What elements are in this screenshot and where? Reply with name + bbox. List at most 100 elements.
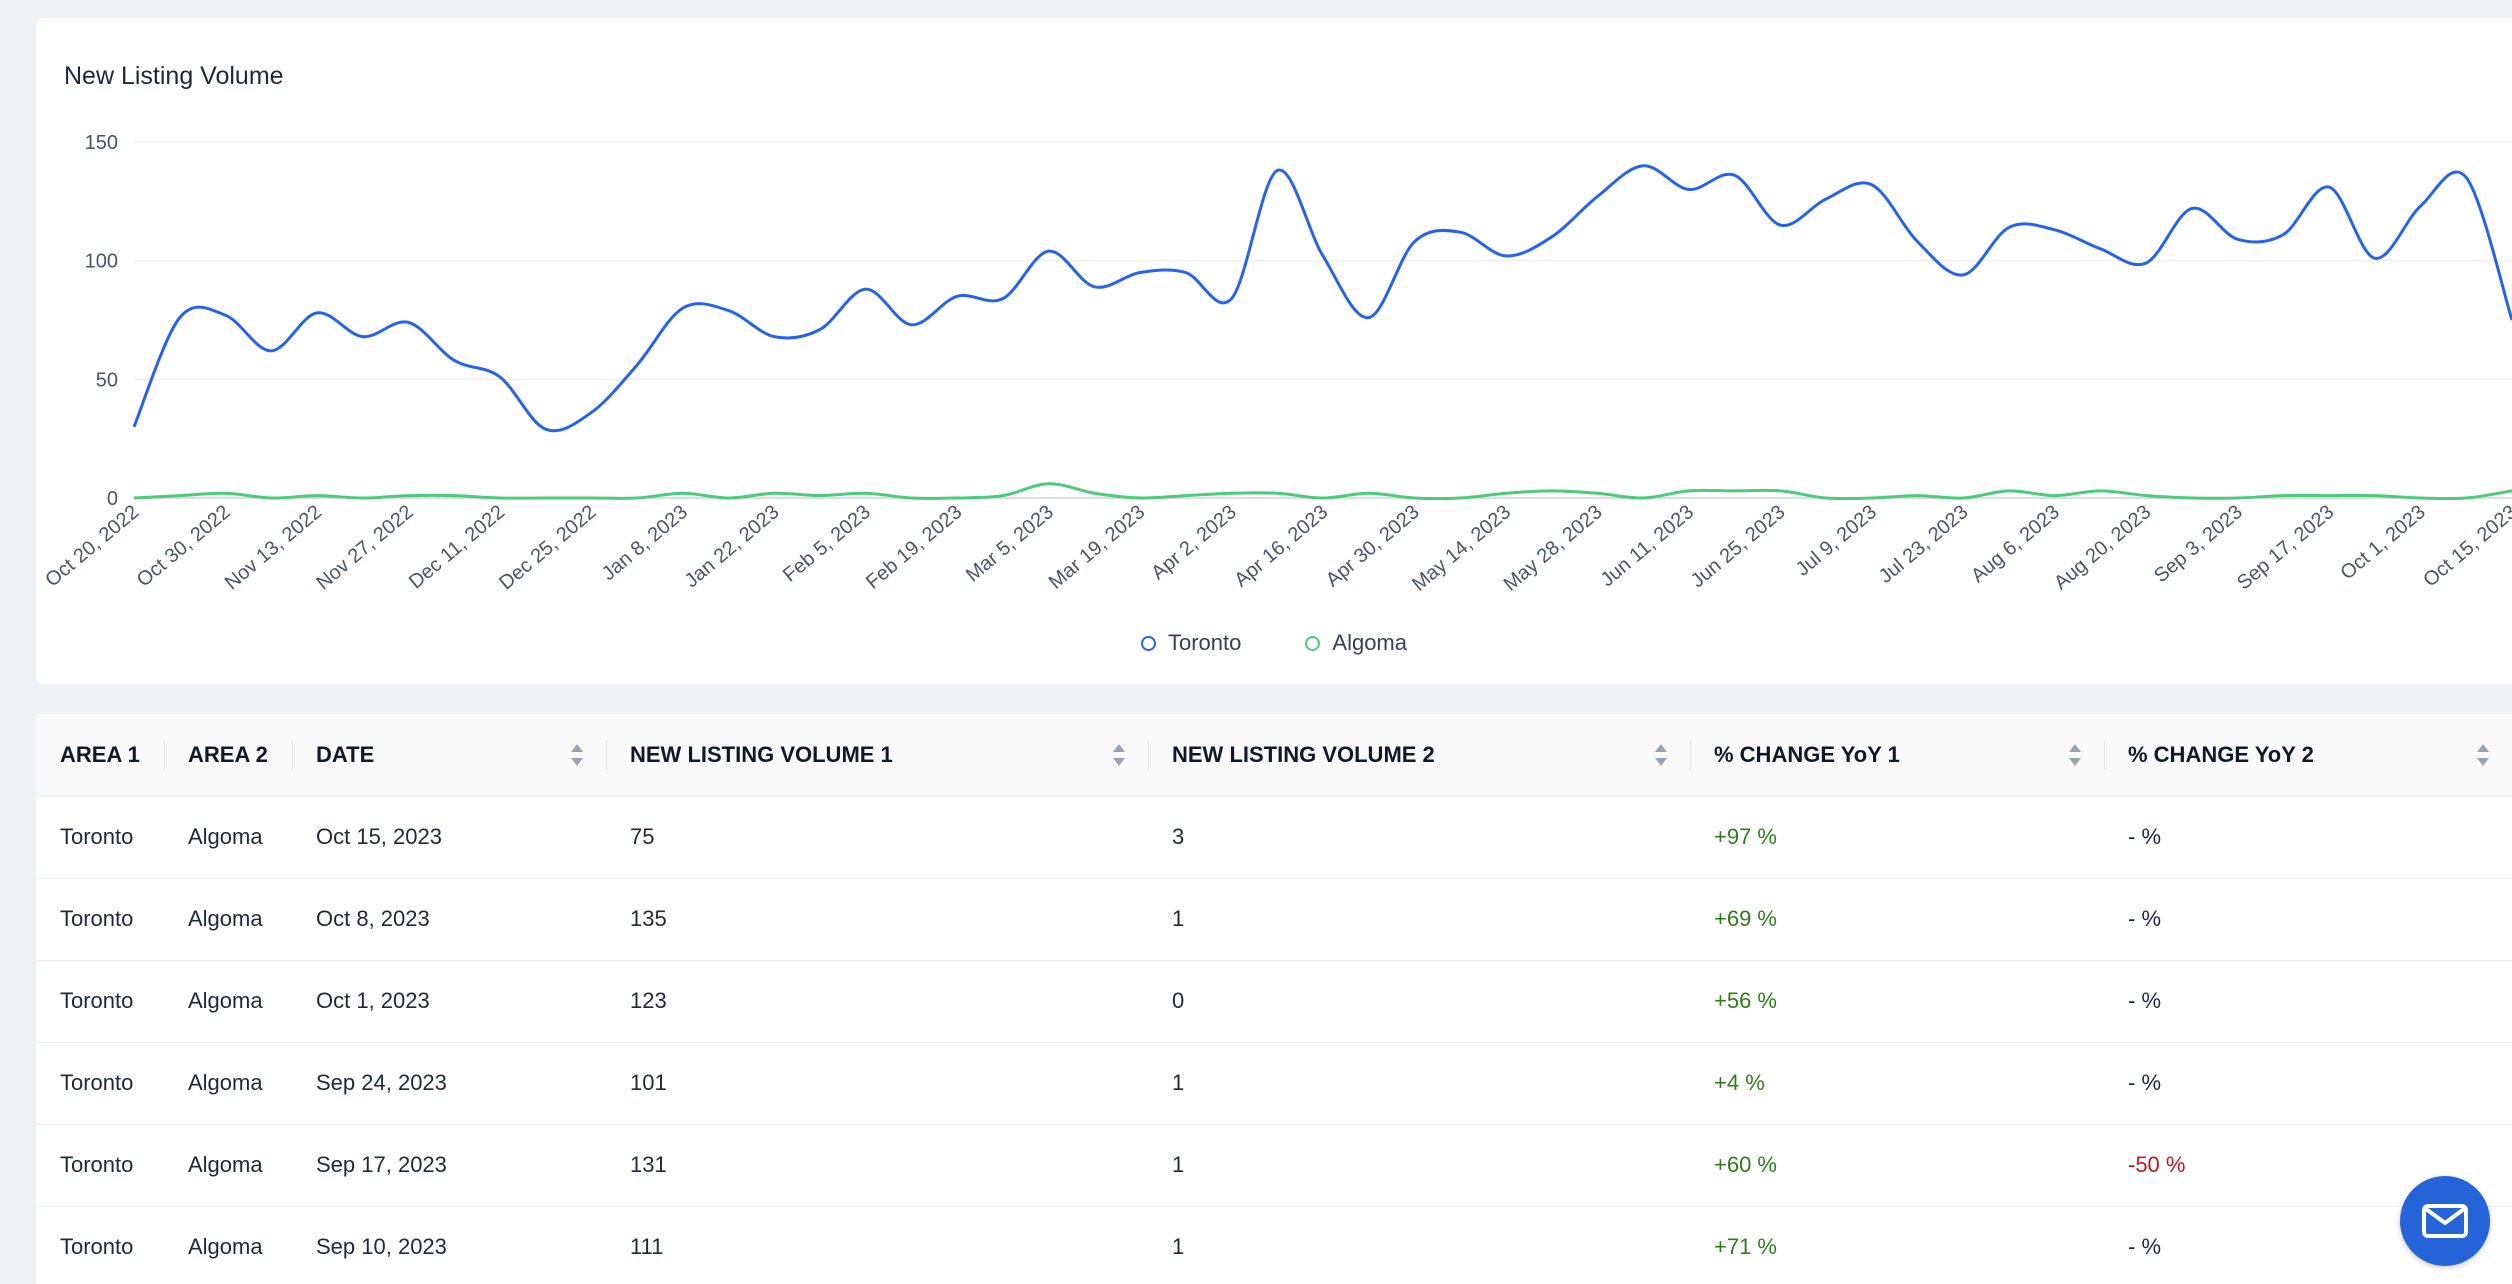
x-tick-label: Sep 17, 2023 [2233,501,2338,594]
x-tick-label: Sep 3, 2023 [2150,501,2247,587]
x-tick-label: Nov 13, 2022 [221,501,326,594]
x-tick-label: Oct 1, 2023 [2336,501,2429,584]
column-header-date[interactable]: DATE [292,714,606,797]
y-tick-label: 50 [96,369,118,391]
column-header-new-listing-volume-2[interactable]: NEW LISTING VOLUME 2 [1148,714,1690,797]
x-tick-label: Aug 20, 2023 [2050,501,2155,594]
cell-change-yoy-2: - % [2104,796,2512,879]
cell-change-yoy-2: - % [2104,960,2512,1043]
y-tick-label: 100 [85,251,118,273]
chart-card: New Listing Volume 0 50 100 150 Oct 20, 2022… [36,18,2512,684]
cell-change-yoy-1: +4 % [1690,1042,2104,1125]
cell-area-1: Toronto [36,1042,164,1125]
cell-new-listing-volume-1: 75 [606,796,1148,879]
x-tick-label: Mar 19, 2023 [1045,501,1149,594]
x-tick-label: Nov 27, 2022 [312,501,417,594]
column-header-area-2: AREA 2 [164,714,292,797]
cell-date: Oct 1, 2023 [292,960,606,1043]
sort-icon[interactable] [1655,744,1667,766]
legend-marker-icon [1141,635,1156,651]
cell-area-1: Toronto [36,1206,164,1284]
x-tick-label: Feb 5, 2023 [779,501,875,586]
x-tick-label: Jul 23, 2023 [1875,501,1973,588]
y-tick-label: 150 [85,132,118,154]
chart-title: New Listing Volume [64,62,284,90]
sort-icon[interactable] [571,744,583,766]
series-line-toronto[interactable] [132,164,2512,433]
series-line-algoma[interactable] [133,482,2512,501]
cell-area-2: Algoma [164,1042,292,1125]
x-tick-label: Mar 5, 2023 [962,501,1058,586]
column-header-change-yoy-1[interactable]: % CHANGE YoY 1 [1690,714,2104,797]
column-header-new-listing-volume-1[interactable]: NEW LISTING VOLUME 1 [606,714,1148,797]
x-tick-label: Jun 25, 2023 [1687,501,1790,592]
x-tick-label: Apr 16, 2023 [1230,501,1332,591]
x-tick-label: Jun 11, 2023 [1596,501,1698,591]
x-tick-label: Oct 30, 2022 [133,501,235,591]
cell-area-2: Algoma [164,796,292,879]
table-row: Toronto Algoma Oct 1, 2023 123 0 +56 % -… [36,960,2512,1043]
cell-date: Sep 24, 2023 [292,1042,606,1125]
chart-legend: Toronto Algoma [36,630,2512,656]
sort-icon[interactable] [1113,744,1125,766]
x-tick-label: Jan 22, 2023 [681,501,784,592]
x-tick-label: Jul 9, 2023 [1792,501,1881,581]
cell-date: Oct 15, 2023 [292,796,606,879]
cell-change-yoy-2: - % [2104,1042,2512,1125]
cell-area-1: Toronto [36,878,164,961]
x-tick-label: Oct 20, 2022 [41,501,143,591]
mail-icon [2422,1204,2468,1238]
legend-label: Toronto [1168,630,1242,655]
x-tick-label: May 28, 2023 [1500,501,1607,596]
cell-new-listing-volume-2: 1 [1148,1124,1690,1207]
x-tick-label: Oct 15, 2023 [2419,501,2512,591]
cell-area-1: Toronto [36,796,164,879]
cell-new-listing-volume-1: 111 [606,1206,1148,1284]
table-row: Toronto Algoma Oct 15, 2023 75 3 +97 % -… [36,796,2512,879]
legend-label: Algoma [1332,630,1407,655]
column-header-area-1: AREA 1 [36,714,164,797]
table-row: Toronto Algoma Sep 24, 2023 101 1 +4 % -… [36,1042,2512,1125]
x-tick-label: Feb 19, 2023 [862,501,966,594]
cell-new-listing-volume-2: 3 [1148,796,1690,879]
chat-button[interactable] [2400,1176,2490,1266]
cell-date: Sep 17, 2023 [292,1124,606,1207]
x-tick-label: Jan 8, 2023 [598,501,692,585]
cell-change-yoy-2: - % [2104,878,2512,961]
x-tick-label: Dec 25, 2022 [495,501,600,594]
data-table: AREA 1 AREA 2 DATE NEW LISTING VOLUME 1 … [36,714,2512,1284]
cell-area-1: Toronto [36,1124,164,1207]
data-table-card: AREA 1 AREA 2 DATE NEW LISTING VOLUME 1 … [36,714,2512,1284]
cell-new-listing-volume-2: 1 [1148,1042,1690,1125]
cell-change-yoy-1: +56 % [1690,960,2104,1043]
cell-new-listing-volume-1: 135 [606,878,1148,961]
cell-new-listing-volume-2: 1 [1148,878,1690,961]
cell-new-listing-volume-1: 123 [606,960,1148,1043]
cell-area-2: Algoma [164,878,292,961]
cell-area-2: Algoma [164,1124,292,1207]
legend-item-algoma[interactable]: Algoma [1305,630,1407,656]
y-tick-label: 0 [107,488,118,510]
cell-area-2: Algoma [164,1206,292,1284]
table-row: Toronto Algoma Sep 17, 2023 131 1 +60 % … [36,1124,2512,1207]
table-row: Toronto Algoma Oct 8, 2023 135 1 +69 % -… [36,878,2512,961]
legend-item-toronto[interactable]: Toronto [1141,630,1241,656]
table-header-row: AREA 1 AREA 2 DATE NEW LISTING VOLUME 1 … [36,714,2512,797]
x-tick-label: Dec 11, 2022 [405,501,509,593]
table-row: Toronto Algoma Sep 10, 2023 111 1 +71 % … [36,1206,2512,1284]
cell-change-yoy-1: +97 % [1690,796,2104,879]
sort-icon[interactable] [2069,744,2081,766]
cell-new-listing-volume-1: 101 [606,1042,1148,1125]
cell-change-yoy-1: +69 % [1690,878,2104,961]
x-tick-label: May 14, 2023 [1408,501,1515,596]
cell-date: Oct 8, 2023 [292,878,606,961]
cell-date: Sep 10, 2023 [292,1206,606,1284]
column-header-change-yoy-2[interactable]: % CHANGE YoY 2 [2104,714,2512,797]
cell-area-1: Toronto [36,960,164,1043]
cell-change-yoy-1: +71 % [1690,1206,2104,1284]
legend-marker-icon [1305,635,1321,651]
cell-new-listing-volume-1: 131 [606,1124,1148,1207]
sort-icon[interactable] [2477,744,2489,766]
cell-area-2: Algoma [164,960,292,1043]
